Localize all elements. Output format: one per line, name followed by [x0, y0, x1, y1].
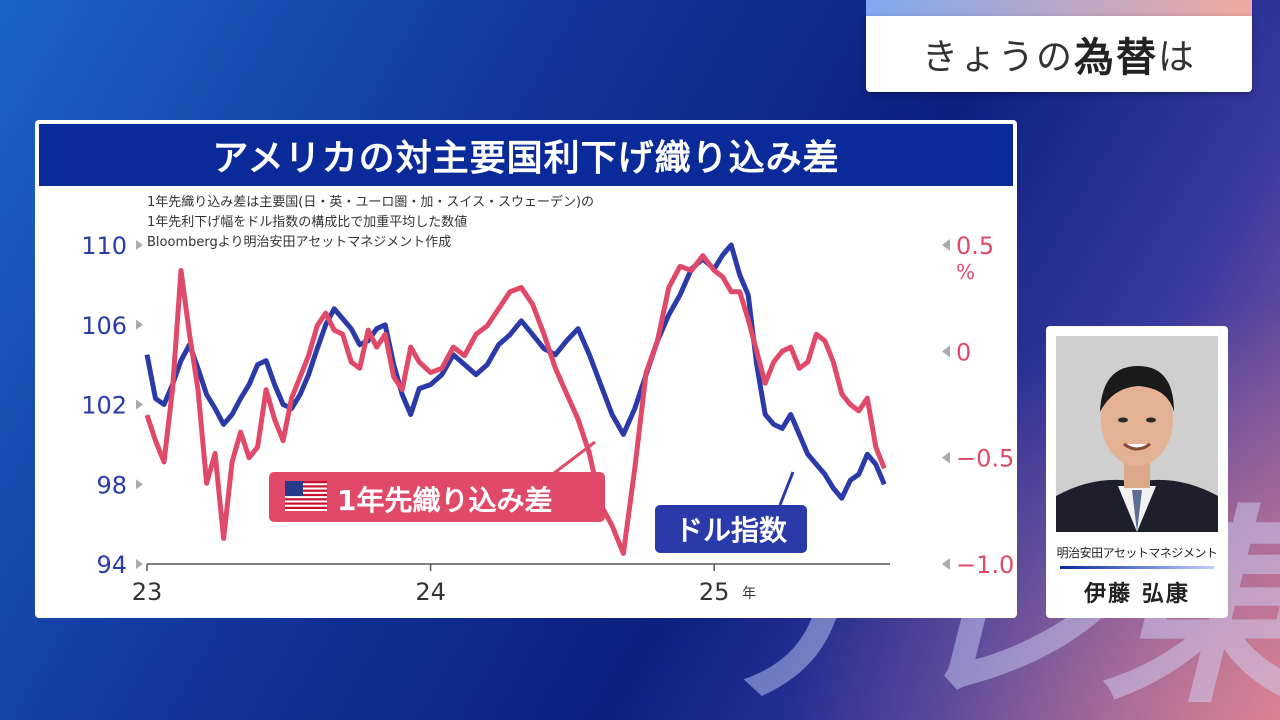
chart-note-2: Bloombergより明治安田アセットマネジメント作成 — [147, 235, 451, 250]
y-right-tick-marker-2 — [942, 451, 950, 464]
x-tick-label-1: 24 — [415, 578, 446, 606]
red-series-label: 1年先織り込み差 — [337, 484, 552, 517]
chart-note-0: 1年先織り込み差は主要国(日・英・ユーロ圏・加・スイス・スウェーデン)の — [147, 194, 594, 210]
y-left-tick-label-3: 98 — [96, 471, 127, 499]
y-right-tick-label-2: −0.5 — [956, 445, 1014, 473]
chart-card: 1年先織り込み差は主要国(日・英・ユーロ圏・加・スイス・スウェーデン)の 1年先利… — [35, 120, 1017, 618]
y-right-tick-marker-0 — [942, 239, 950, 251]
us-flag-stripe-4 — [285, 498, 327, 501]
topic-prefix: きょうの — [921, 37, 1074, 78]
chart-note-1: 1年先利下げ幅をドル指数の構成比で加重平均した数値 — [147, 214, 467, 230]
blue-series-label: ドル指数 — [675, 514, 788, 547]
us-flag-canton — [285, 481, 303, 496]
y-right-tick-label-3: −1.0 — [956, 551, 1014, 579]
y-left-tick-label-1: 106 — [81, 312, 127, 340]
topic-banner: きょうの 為替 は — [866, 16, 1252, 92]
us-flag-stripe-2 — [285, 489, 327, 492]
y-right-tick-label-1: 0 — [956, 338, 971, 366]
y-left-tick-label-2: 102 — [81, 392, 127, 420]
topic-strip — [866, 0, 1252, 16]
y-left-tick-label-0: 110 — [81, 232, 127, 260]
commentator-org: 明治安田アセットマネジメント — [1056, 546, 1218, 560]
blue-label-pointer — [778, 471, 795, 506]
y-right-tick-label-0: 0.5 — [956, 232, 994, 260]
y-right-tick-marker-3 — [942, 558, 950, 570]
us-flag-stripe-5 — [285, 502, 327, 505]
blue-label-box — [655, 505, 807, 553]
us-flag-stripe-6 — [285, 506, 327, 509]
topic-strong: 為替 — [1074, 35, 1158, 81]
y-right-tick-marker-1 — [942, 345, 950, 358]
series-line-dollar-index — [144, 242, 887, 501]
chart-canvas: 1年先織り込み差は主要国(日・英・ユーロ圏・加・スイス・スウェーデン)の 1年先利… — [81, 194, 1014, 606]
y-left-tick-marker-1 — [136, 319, 143, 330]
us-flag-stripe-1 — [285, 485, 327, 488]
y-left-tick-marker-4 — [136, 559, 143, 569]
y-left-tick-label-4: 94 — [96, 551, 127, 579]
y-left-tick-marker-0 — [136, 240, 143, 250]
commentator-card: 明治安田アセットマネジメント 伊藤 弘康 — [1046, 326, 1228, 618]
commentator-name: 伊藤 弘康 — [1084, 582, 1190, 607]
y-right-unit-label: % — [956, 260, 975, 284]
commentator-photo — [1056, 336, 1218, 532]
series-line-rate-cut-spread — [144, 253, 887, 556]
x-unit-label: 年 — [742, 586, 756, 602]
y-left-tick-marker-2 — [136, 399, 143, 410]
y-left-tick-marker-3 — [136, 479, 143, 490]
chart-title: アメリカの対主要国利下げ織り込み差 — [39, 124, 1013, 186]
us-flag-stripe-0 — [285, 481, 327, 484]
commentator-divider — [1060, 566, 1214, 569]
red-label-box — [269, 472, 605, 522]
topic-suffix: は — [1158, 37, 1197, 78]
us-flag-stripe-3 — [285, 493, 327, 497]
x-tick-label-2: 25 — [699, 578, 730, 606]
x-tick-label-0: 23 — [132, 578, 163, 606]
